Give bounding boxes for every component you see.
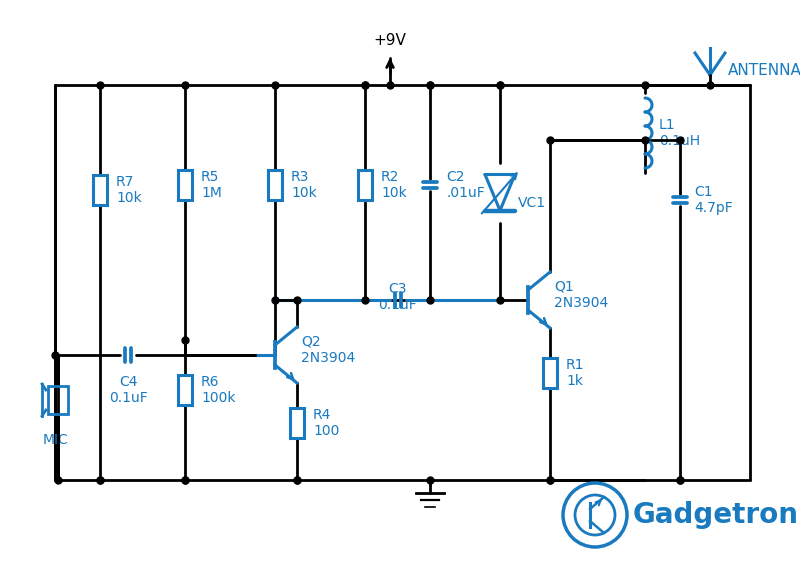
Text: R1
1k: R1 1k	[566, 358, 585, 388]
Text: Gadgetronicx: Gadgetronicx	[633, 501, 800, 529]
Bar	[358, 170, 372, 200]
Text: Q1
2N3904: Q1 2N3904	[554, 280, 608, 310]
Text: MIC: MIC	[42, 433, 68, 447]
Text: ANTENNA: ANTENNA	[728, 62, 800, 77]
Bar	[290, 408, 304, 438]
Text: C4
0.1uF: C4 0.1uF	[109, 375, 147, 405]
Text: R5
1M: R5 1M	[201, 170, 222, 200]
Text: R6
100k: R6 100k	[201, 375, 235, 405]
Text: VC1: VC1	[518, 195, 546, 209]
Text: R3
10k: R3 10k	[291, 170, 317, 200]
Text: C3
0.1uF: C3 0.1uF	[378, 282, 417, 312]
Bar	[178, 375, 192, 405]
Text: +9V: +9V	[374, 33, 406, 48]
Text: L1
0.1uH: L1 0.1uH	[659, 118, 700, 148]
Bar	[268, 170, 282, 200]
Text: Q2
2N3904: Q2 2N3904	[301, 335, 355, 365]
Text: R7
10k: R7 10k	[116, 175, 142, 205]
Bar	[93, 175, 107, 205]
Text: R2
10k: R2 10k	[381, 170, 406, 200]
Text: C2
.01uF: C2 .01uF	[446, 170, 485, 200]
Bar	[543, 358, 557, 388]
Text: R4
100: R4 100	[313, 408, 339, 438]
Text: C1
4.7pF: C1 4.7pF	[694, 185, 733, 215]
Bar	[48, 386, 68, 414]
Bar	[178, 170, 192, 200]
